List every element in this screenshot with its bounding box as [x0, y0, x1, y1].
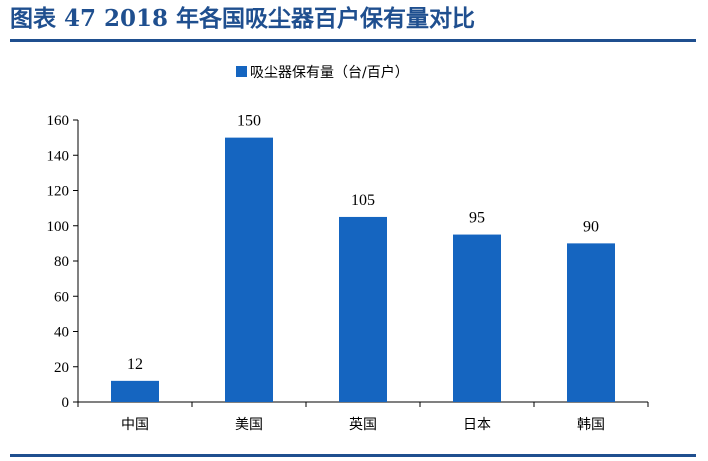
data-label: 90 [583, 218, 599, 235]
data-label: 95 [469, 210, 485, 227]
category-label: 美国 [235, 417, 263, 433]
data-label: 105 [351, 192, 375, 209]
category-label: 中国 [121, 417, 149, 433]
y-tick-label: 140 [47, 148, 70, 164]
y-tick-label: 160 [47, 113, 70, 129]
bar [339, 216, 387, 402]
bar [225, 137, 273, 402]
bar [111, 380, 159, 402]
bar [453, 234, 501, 402]
category-label: 日本 [463, 417, 491, 433]
y-tick-label: 120 [47, 184, 70, 200]
y-tick-label: 80 [54, 254, 69, 270]
data-label: 12 [127, 356, 143, 373]
y-tick-label: 100 [47, 219, 70, 235]
y-tick-label: 40 [54, 325, 69, 341]
y-tick-label: 60 [54, 289, 69, 305]
y-tick-label: 20 [54, 360, 69, 376]
bottom-divider [10, 454, 696, 457]
legend-label: 吸尘器保有量（台/百户） [250, 64, 409, 81]
title-divider [10, 39, 696, 42]
legend-swatch [236, 66, 247, 77]
category-label: 韩国 [577, 417, 605, 433]
y-tick-label: 0 [62, 395, 70, 411]
bar [567, 243, 615, 402]
figure-title: 图表 47 2018 年各国吸尘器百户保有量对比 [10, 5, 476, 32]
data-label: 150 [237, 113, 261, 130]
category-label: 英国 [349, 416, 377, 433]
